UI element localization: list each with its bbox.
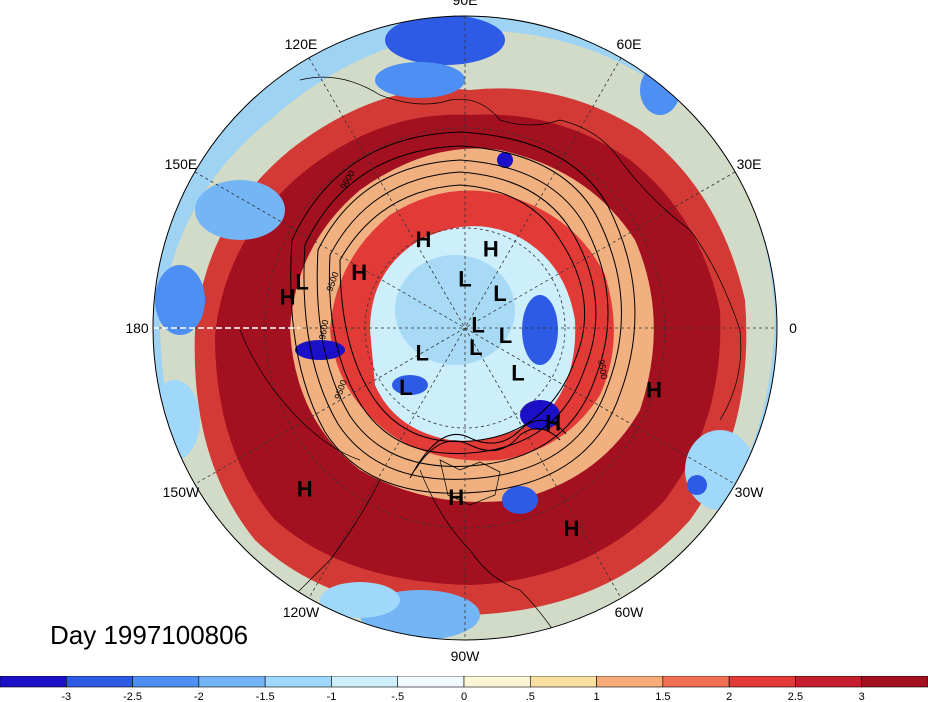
- anomaly-field: [153, 16, 777, 640]
- colorbar-swatch: [728, 676, 796, 688]
- longitude-label: 90W: [451, 648, 481, 664]
- colorbar-tick-label: -3: [61, 691, 71, 702]
- high-pressure-marker: H: [563, 516, 579, 541]
- high-pressure-marker: H: [415, 227, 431, 252]
- colorbar-swatch: [529, 676, 597, 688]
- longitude-label: 90E: [453, 0, 478, 8]
- longitude-label: 30E: [737, 156, 762, 172]
- colorbar-swatch: [795, 676, 863, 688]
- high-pressure-marker: H: [280, 285, 296, 310]
- colorbar-tick-label: 2: [726, 691, 732, 702]
- colorbar-swatch: [331, 676, 399, 688]
- colorbar-tick-label: 2.5: [788, 691, 803, 702]
- colorbar-swatch: [65, 676, 133, 688]
- low-pressure-marker: L: [469, 335, 482, 360]
- longitude-label: 180: [125, 320, 149, 336]
- height-contours: [290, 131, 636, 494]
- colorbar-tick-label: 1: [594, 691, 600, 702]
- colorbar-tick-label: -.5: [391, 691, 404, 702]
- colorbar-swatch: [662, 676, 730, 688]
- high-pressure-marker: H: [351, 260, 367, 285]
- colorbar-swatch: [0, 676, 67, 688]
- low-pressure-marker: L: [471, 312, 484, 337]
- longitude-label: 120W: [283, 604, 320, 620]
- contour-label: 9600: [317, 319, 330, 340]
- colorbar-tick-label: -1: [327, 691, 337, 702]
- longitude-label: 60W: [615, 604, 645, 620]
- high-pressure-marker: H: [483, 236, 499, 261]
- colorbar-tick-label: 0: [461, 691, 467, 702]
- colorbar-tick-label: -1.5: [256, 691, 275, 702]
- longitude-label: 30W: [735, 484, 765, 500]
- low-pressure-marker: L: [458, 267, 471, 292]
- colorbar-tick-label: 1.5: [655, 691, 670, 702]
- colorbar-tick-label: -2.5: [123, 691, 142, 702]
- high-pressure-marker: H: [545, 411, 561, 436]
- longitude-label: 120E: [285, 36, 318, 52]
- low-pressure-marker: L: [511, 360, 524, 385]
- colorbar-swatch: [463, 676, 531, 688]
- longitude-label: 150W: [163, 484, 200, 500]
- low-pressure-marker: L: [399, 375, 412, 400]
- low-pressure-marker: L: [499, 323, 512, 348]
- high-pressure-marker: H: [448, 485, 464, 510]
- low-pressure-marker: L: [415, 341, 428, 366]
- longitude-labels: 90E 60E 30E 0 30W 60W 90W 120W 150W 180 150E 120E: [125, 0, 797, 664]
- colorbar-swatch: [198, 676, 266, 688]
- day-label: Day 1997100806: [50, 620, 249, 650]
- colorbar-swatch: [264, 676, 332, 688]
- colorbar: -3 -2.5 -2 -1.5 -1 -.5 0 .5 1 1.5 2 2.5 3: [0, 676, 928, 702]
- colorbar-swatch: [861, 676, 928, 688]
- colorbar-swatch: [596, 676, 664, 688]
- high-pressure-marker: H: [297, 476, 313, 501]
- low-pressure-marker: L: [295, 269, 308, 294]
- colorbar-swatch: [132, 676, 200, 688]
- colorbar-tick-label: -2: [194, 691, 204, 702]
- longitude-label: 60E: [617, 36, 642, 52]
- low-pressure-marker: L: [493, 281, 506, 306]
- colorbar-swatch: [397, 676, 465, 688]
- colorbar-tick-label: .5: [526, 691, 535, 702]
- coastlines: [239, 76, 742, 640]
- longitude-label: 150E: [165, 156, 198, 172]
- high-pressure-marker: H: [646, 377, 662, 402]
- longitude-label: 0: [789, 320, 797, 336]
- contour-label: 9500: [596, 359, 609, 380]
- colorbar-tick-label: 3: [859, 691, 865, 702]
